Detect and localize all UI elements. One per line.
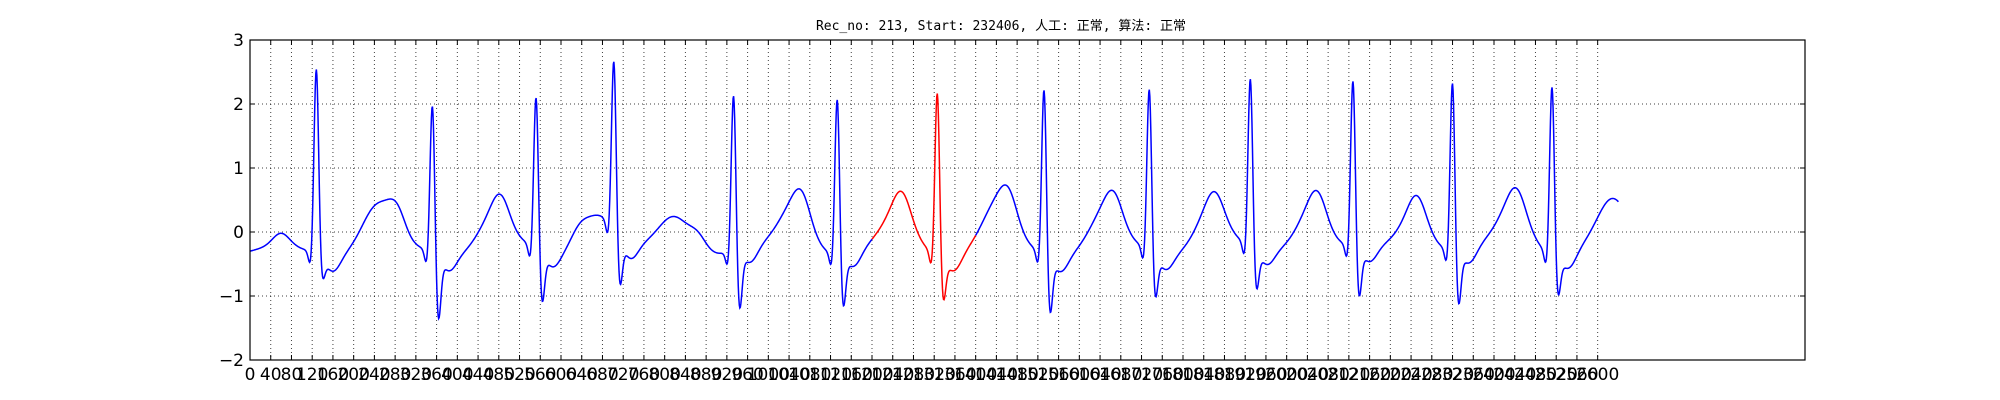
x-tick-label: 1760 bbox=[1141, 365, 1184, 385]
x-tick-label: 2440 bbox=[1493, 365, 1536, 385]
ecg-series-0 bbox=[249, 61, 873, 321]
x-tick-label: 1120 bbox=[809, 365, 852, 385]
x-tick-label: 1360 bbox=[933, 365, 976, 385]
y-axis: −2 −1 0 1 2 3 bbox=[219, 31, 1805, 371]
x-tick-label: 400 bbox=[441, 365, 473, 385]
x-tick-label: 2280 bbox=[1410, 365, 1453, 385]
x-tick-label: 1920 bbox=[1224, 365, 1267, 385]
x-tick-label: 2520 bbox=[1535, 365, 1578, 385]
x-tick-label: 280 bbox=[379, 365, 411, 385]
series-layer bbox=[249, 61, 1619, 321]
x-tick-label: 1480 bbox=[996, 365, 1039, 385]
x-tick-label: 160 bbox=[317, 365, 349, 385]
x-tick-label: 1680 bbox=[1099, 365, 1142, 385]
x-tick-label: 2120 bbox=[1327, 365, 1370, 385]
x-tick-label: 1400 bbox=[954, 365, 997, 385]
ecg-series-1 bbox=[871, 93, 977, 301]
y-tick-label: 1 bbox=[233, 159, 244, 179]
x-tick-label: 1040 bbox=[767, 365, 810, 385]
x-tick-label: 640 bbox=[566, 365, 598, 385]
y-tick-label: −1 bbox=[219, 287, 244, 307]
y-tick-label: 0 bbox=[233, 223, 244, 243]
x-tick-label: 720 bbox=[607, 365, 639, 385]
x-tick-label: 2320 bbox=[1431, 365, 1474, 385]
plot-frame bbox=[249, 39, 1806, 361]
x-tick-label: 920 bbox=[711, 365, 743, 385]
x-tick-label: 960 bbox=[731, 365, 763, 385]
x-tick-label: 1600 bbox=[1058, 365, 1101, 385]
x-tick-label: 1200 bbox=[850, 365, 893, 385]
x-tick-label: 1800 bbox=[1161, 365, 1204, 385]
x-tick-label: 2400 bbox=[1472, 365, 1515, 385]
x-tick-label: 1440 bbox=[975, 365, 1018, 385]
x-tick-label: 1880 bbox=[1203, 365, 1246, 385]
x-tick-label: 40 bbox=[260, 365, 282, 385]
x-tick-label: 1280 bbox=[892, 365, 935, 385]
y-tick-label: 2 bbox=[233, 95, 244, 115]
x-tick-label: 560 bbox=[524, 365, 556, 385]
chart-title: Rec_no: 213, Start: 232406, 人工: 正常, 算法: … bbox=[816, 19, 1186, 34]
x-tick-label: 1160 bbox=[830, 365, 873, 385]
x-tick-label: 2080 bbox=[1307, 365, 1350, 385]
x-tick-label: 80 bbox=[281, 365, 303, 385]
ecg-series-2 bbox=[975, 79, 1619, 314]
x-tick-label: 1520 bbox=[1016, 365, 1059, 385]
x-tick-label: 240 bbox=[358, 365, 390, 385]
x-tick-label: 680 bbox=[586, 365, 618, 385]
x-tick-label: 600 bbox=[545, 365, 577, 385]
x-tick-label: 1640 bbox=[1078, 365, 1121, 385]
x-tick-label: 1240 bbox=[871, 365, 914, 385]
x-tick-label: 880 bbox=[690, 365, 722, 385]
x-tick-label: 320 bbox=[400, 365, 432, 385]
x-tick-label: 800 bbox=[648, 365, 680, 385]
x-tick-label: 520 bbox=[503, 365, 535, 385]
x-tick-label: 0 bbox=[245, 365, 256, 385]
x-tick-label: 2560 bbox=[1555, 365, 1598, 385]
x-tick-label: 2040 bbox=[1286, 365, 1329, 385]
y-tick-label: 3 bbox=[233, 31, 244, 51]
x-tick-label: 200 bbox=[337, 365, 369, 385]
x-tick-label: 1960 bbox=[1244, 365, 1287, 385]
x-tick-label: 440 bbox=[462, 365, 494, 385]
x-tick-label: 1560 bbox=[1037, 365, 1080, 385]
x-tick-label: 2600 bbox=[1576, 365, 1619, 385]
x-tick-label: 2480 bbox=[1514, 365, 1557, 385]
x-tick-label: 1720 bbox=[1120, 365, 1163, 385]
x-tick-label: 360 bbox=[420, 365, 452, 385]
x-tick-label: 1080 bbox=[788, 365, 831, 385]
x-tick-label: 2160 bbox=[1348, 365, 1391, 385]
x-tick-label: 1000 bbox=[747, 365, 790, 385]
x-tick-label: 2000 bbox=[1265, 365, 1308, 385]
x-axis: 0 40 8012016020024028032036040044048052056… bbox=[245, 40, 1619, 385]
x-tick-label: 480 bbox=[483, 365, 515, 385]
x-tick-label: 1840 bbox=[1182, 365, 1225, 385]
grid-layer bbox=[250, 40, 1805, 360]
x-tick-label: 760 bbox=[628, 365, 660, 385]
x-tick-label: 2200 bbox=[1369, 365, 1412, 385]
x-tick-label: 1320 bbox=[913, 365, 956, 385]
x-tick-label: 2240 bbox=[1389, 365, 1432, 385]
x-tick-label: 2360 bbox=[1452, 365, 1495, 385]
x-tick-label: 120 bbox=[296, 365, 328, 385]
x-tick-label: 840 bbox=[669, 365, 701, 385]
y-tick-label: −2 bbox=[219, 351, 244, 371]
